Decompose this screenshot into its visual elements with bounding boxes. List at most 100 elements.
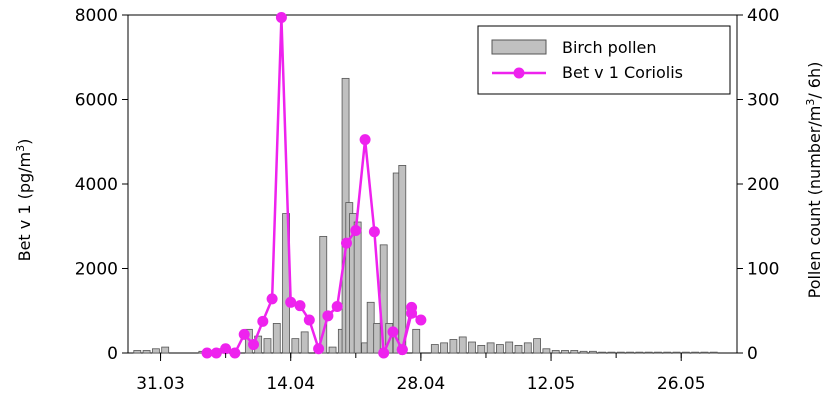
pollen-bar [635,351,644,354]
bet-v1-point [201,347,213,359]
line-layer [201,12,427,359]
pollen-bar [588,350,597,354]
bet-v1-point [378,347,390,359]
pollen-bar [486,342,495,354]
bet-v1-point [368,226,380,238]
x-tick-label: 12.05 [527,374,576,394]
left-tick-label: 2000 [75,260,118,280]
pollen-bar [142,350,151,354]
x-tick-label: 14.04 [266,374,315,394]
pollen-bar [468,341,476,354]
right-axis-title: Pollen count (number/m3/ 6h) [804,62,824,299]
right-tick-label: 300 [747,91,779,111]
bet-v1-point [303,314,315,326]
pollen-bar [598,351,607,354]
left-axis-title: Bet v 1 (pg/m3) [14,139,34,262]
right-tick-label: 400 [747,6,779,26]
left-y-axis: 0 2000 4000 6000 8000 [75,6,128,364]
pollen-bar [523,342,532,354]
legend-box [477,25,731,95]
left-tick-label: 0 [107,344,118,364]
pollen-bar [477,344,486,354]
pollen-bar [561,350,569,354]
pollen-bar [663,351,672,354]
pollen-bar [398,165,407,354]
pollen-bar [458,336,467,354]
bet-v1-point [313,343,325,355]
pollen-bar [533,338,541,354]
pollen-bar [551,350,560,354]
pollen-bar [161,346,170,354]
bet-v1-point [266,293,278,305]
legend-line-marker [513,67,525,79]
bet-v1-point [340,237,352,249]
pollen-bar [263,338,272,354]
right-tick-label: 100 [747,260,779,280]
pollen-bar [514,344,523,354]
pollen-bar [691,351,700,354]
left-tick-label: 4000 [75,175,118,195]
pollen-bar [291,338,300,354]
legend-bar-swatch [491,39,547,55]
bet-v1-point [285,296,297,308]
pollen-bar [570,350,579,354]
bet-v1-point [350,224,362,236]
bars-layer [133,77,718,354]
pollen-bar [505,341,514,354]
pollen-bar [373,323,382,354]
legend-line-label: Bet v 1 Coriolis [562,63,683,82]
pollen-bar [700,351,709,354]
pollen-bar [579,350,588,354]
pollen-bar [319,235,328,354]
left-tick-label: 8000 [75,6,118,26]
bet-v1-point [406,307,418,319]
pollen-bar [412,328,421,354]
bet-v1-point [294,300,306,312]
pollen-bar [151,348,160,354]
x-axis: 31.03 14.04 28.04 12.05 26.05 [136,353,706,394]
bet-v1-point [359,134,371,146]
pollen-bar [681,351,690,354]
right-tick-label: 0 [747,344,758,364]
bet-v1-point [415,314,427,326]
pollen-bar [654,351,662,354]
pollen-bar [353,221,362,354]
pollen-bar [626,351,634,354]
pollen-bar [672,351,681,354]
pollen-bar [328,346,337,354]
pollen-bar [366,301,375,354]
x-tick-label: 28.04 [397,374,446,394]
x-tick-label: 26.05 [657,374,706,394]
bet-v1-point [248,339,260,351]
bet-v1-point [331,301,343,313]
pollen-bar [607,351,616,354]
x-tick-label: 31.03 [136,374,185,394]
pollen-bar [616,351,625,354]
left-tick-label: 6000 [75,91,118,111]
pollen-bar [440,342,449,354]
pollen-bar [644,351,653,354]
bet-v1-point [396,344,408,356]
pollen-bar [542,348,551,354]
bet-v1-point [322,310,334,322]
pollen-bar [496,344,504,354]
legend: Birch pollen Bet v 1 Coriolis [477,25,731,95]
pollen-bar [272,323,281,354]
pollen-bar [133,350,142,354]
legend-bar-label: Birch pollen [562,38,657,57]
bet-v1-point [238,328,250,340]
pollen-bar [449,339,458,354]
bet-v1-point [387,326,399,338]
right-tick-label: 200 [747,175,779,195]
pollen-bar [430,344,439,354]
bet-v1-line [207,17,413,355]
bet-v1-point [257,315,269,327]
pollen-bar [300,331,309,354]
bet-v1-point [229,347,241,359]
bet-v1-point [220,343,232,355]
right-y-axis: 0 100 200 300 400 [737,6,779,364]
bet-v1-point [275,12,287,24]
pollen-bar [709,351,718,354]
bet-v1-point [210,347,222,359]
